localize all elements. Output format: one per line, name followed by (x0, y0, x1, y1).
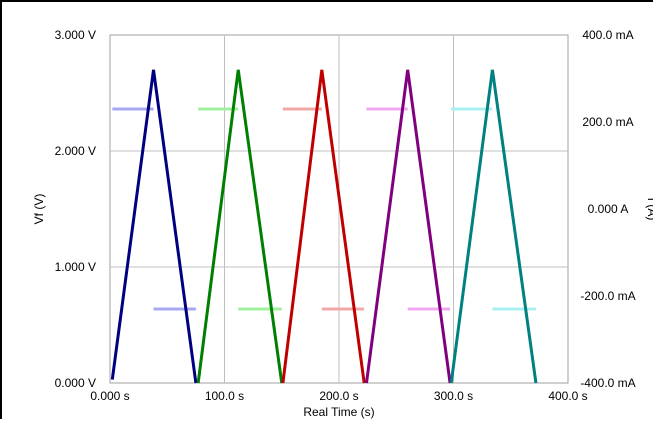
x-axis-title: Real Time (s) (303, 405, 374, 419)
x-tick-label: 300.0 s (434, 389, 473, 403)
y2-tick-label: 0.000 A (588, 202, 629, 216)
y2-tick-label: -200.0 mA (580, 289, 635, 303)
voltage-series-line (364, 69, 452, 384)
x-tick-label: 200.0 s (319, 389, 358, 403)
y2-tick-label: 200.0 mA (582, 115, 633, 129)
y-axis-title: Vf (V) (32, 194, 46, 225)
y-tick-label: 0.000 V (55, 376, 96, 390)
voltage-series-line (110, 69, 198, 384)
y-tick-label: 3.000 V (55, 28, 96, 42)
voltage-series-line (196, 69, 284, 384)
y-tick-label: 2.000 V (55, 144, 96, 158)
voltage-series-line (449, 69, 538, 384)
y2-tick-label: 400.0 mA (582, 28, 633, 42)
x-tick-label: 100.0 s (205, 389, 244, 403)
voltage-series-line (281, 69, 366, 384)
y2-tick-label: -400.0 mA (580, 376, 635, 390)
x-tick-label: 0.000 s (90, 389, 129, 403)
x-tick-label: 400.0 s (548, 389, 587, 403)
y-tick-label: 1.000 V (55, 260, 96, 274)
y2-axis-title: I (A) (645, 198, 653, 221)
